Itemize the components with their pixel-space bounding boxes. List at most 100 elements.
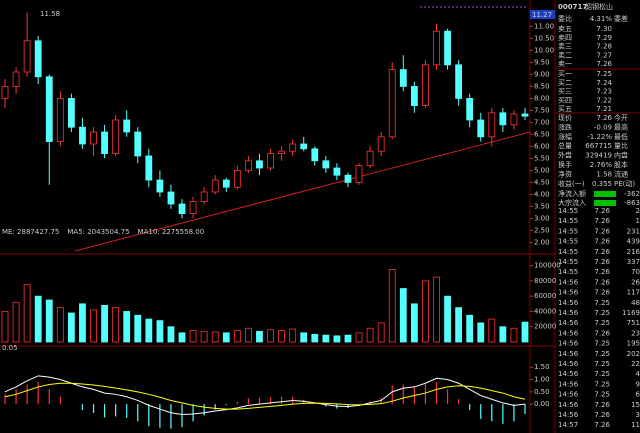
- bid-price: 7.25: [596, 70, 612, 78]
- tick-price: 7.26: [594, 421, 610, 429]
- volume-bar: [477, 322, 485, 343]
- bid-label: 买三: [558, 88, 572, 96]
- volume-bar: [167, 326, 175, 343]
- y-tick-label: 60000: [534, 292, 556, 300]
- volume-bar: [422, 280, 429, 343]
- stat-value: 0.355: [592, 180, 612, 188]
- volume-bar: [56, 307, 64, 343]
- candle-body: [278, 150, 285, 154]
- tick-volume: 1: [636, 217, 640, 225]
- tick-time: 14:56: [558, 380, 579, 388]
- candle-body: [167, 191, 175, 205]
- tick-time: 14:56: [558, 329, 579, 337]
- y-tick-label: 0.50: [534, 388, 550, 396]
- tick-volume: 15: [631, 401, 640, 409]
- stat-value: -1.22%: [587, 133, 612, 141]
- tick-price: 7.25: [594, 340, 610, 348]
- candle-body: [256, 160, 263, 169]
- tick-price: 7.26: [594, 268, 610, 276]
- stat-label: 内盘: [614, 151, 628, 160]
- bid-price: 7.22: [596, 96, 612, 104]
- candle-body: [200, 191, 208, 202]
- y-tick-label: 6.00: [534, 142, 550, 150]
- flow-label: 大宗流入: [558, 198, 586, 207]
- tick-volume: 1169: [622, 309, 640, 317]
- y-tick-label: 9.00: [534, 70, 550, 78]
- volume-bar: [145, 318, 153, 343]
- candle-body: [344, 174, 352, 183]
- y-tick-label: 4.00: [534, 190, 550, 198]
- volume-bar: [156, 320, 164, 343]
- stock-name: 韶钢松山: [585, 2, 613, 11]
- candle-body: [123, 119, 131, 133]
- macd-line: [4, 382, 526, 410]
- candle-body: [134, 131, 142, 157]
- tick-price: 7.25: [594, 299, 610, 307]
- volume-bar: [34, 295, 42, 343]
- candle-body: [466, 98, 474, 121]
- y-tick-label: 3.50: [534, 202, 550, 210]
- tick-price: 7.26: [594, 217, 610, 225]
- volume-bar: [399, 288, 407, 343]
- stat-label: PE(动): [614, 179, 635, 188]
- volume-bar: [278, 330, 285, 343]
- tick-volume: 216: [627, 248, 640, 256]
- macd-title: 0.05: [2, 344, 18, 352]
- macd-line: [4, 375, 526, 415]
- tick-time: 14:56: [558, 360, 579, 368]
- stat-label: 最高: [614, 122, 628, 131]
- y-tick-label: 40000: [534, 307, 556, 315]
- volume-bar: [79, 303, 86, 343]
- tick-time: 14:56: [558, 278, 579, 286]
- stat-label: 外盘: [558, 151, 572, 160]
- tick-volume: 202: [627, 350, 640, 358]
- volume-bar: [45, 299, 53, 343]
- tick-price: 7.26: [594, 411, 610, 419]
- ask-label: 卖二: [558, 51, 572, 59]
- volume-bar: [333, 335, 341, 343]
- tick-price: 7.26: [594, 207, 610, 215]
- candle-body: [410, 86, 418, 107]
- ask-label: 卖一: [558, 60, 572, 68]
- volume-bar: [355, 332, 363, 343]
- candle-body: [333, 167, 341, 176]
- candle-body: [101, 131, 108, 155]
- tick-time: 14:55: [558, 207, 578, 215]
- volume-bar: [222, 332, 230, 343]
- y-tick-label: 7.00: [534, 118, 550, 126]
- volume-bar: [267, 329, 274, 343]
- ask-label: 卖四: [558, 34, 572, 42]
- stat-label: 流通: [614, 169, 628, 178]
- flow-bar: [594, 200, 616, 206]
- candle-body: [366, 150, 374, 166]
- stat-label: 收益(一): [558, 179, 585, 188]
- bid-price: 7.23: [596, 88, 612, 96]
- volume-bar: [12, 301, 20, 343]
- row-label: 委差: [614, 14, 628, 23]
- candle-body: [322, 160, 330, 169]
- tick-price: 7.26: [594, 278, 610, 286]
- candle-body: [211, 179, 219, 193]
- candle-body: [289, 143, 297, 152]
- volume-bar: [200, 330, 208, 343]
- tick-volume: 117: [627, 289, 640, 297]
- candle-body: [444, 30, 451, 66]
- candle-body: [1, 86, 9, 99]
- candle-body: [355, 165, 363, 183]
- stat-label: 涨跌: [558, 122, 572, 131]
- tick-price: 7.26: [594, 401, 610, 409]
- tick-price: 7.25: [594, 380, 610, 388]
- stat-value: -0.09: [594, 123, 612, 131]
- y-tick-label: 1.00: [534, 376, 550, 384]
- candle-body: [399, 69, 407, 87]
- candle-body: [45, 76, 53, 143]
- ask-price: 7.28: [596, 43, 612, 51]
- y-tick-label: 9.50: [534, 58, 550, 66]
- y-tick-label: 4.50: [534, 178, 550, 186]
- tick-volume: 6: [636, 391, 640, 399]
- y-tick-label: 10.00: [534, 46, 554, 54]
- stat-label: 量比: [614, 141, 628, 150]
- tick-time: 14:55: [558, 217, 578, 225]
- y-tick-label: 1.50: [534, 363, 550, 371]
- candle-body: [222, 179, 230, 188]
